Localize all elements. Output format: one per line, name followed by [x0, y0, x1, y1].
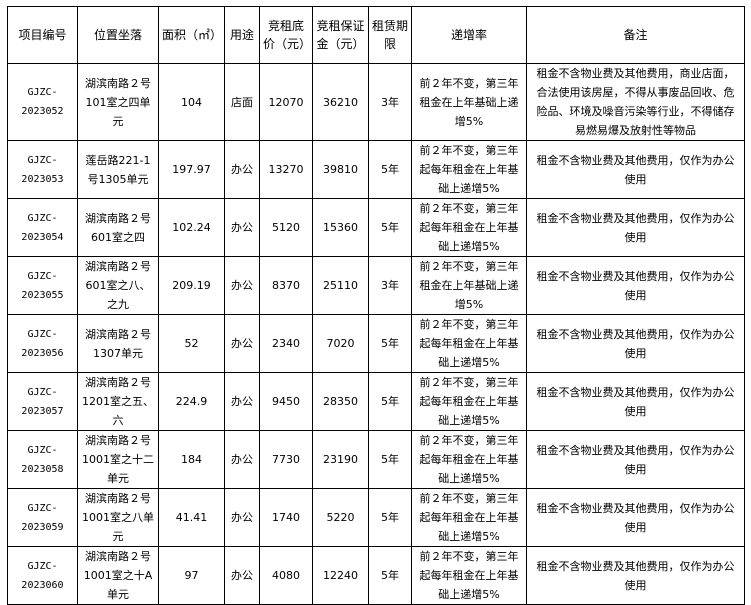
header-project-code: 项目编号 — [7, 6, 78, 64]
project-code-cell: GJZC-2023057 — [7, 372, 78, 431]
location-cell: 湖滨南路２号101室之四单元 — [77, 63, 159, 141]
term-cell: 5年 — [368, 488, 412, 547]
use-cell: 办公 — [224, 256, 260, 315]
location-cell: 湖滨南路２号1001室之八单元 — [77, 488, 159, 547]
project-code-cell: GJZC-2023053 — [7, 140, 78, 199]
area-cell: 197.97 — [158, 140, 225, 199]
increase-rate-cell: 前２年不变，第三年起每年租金在上年基础上递增5% — [411, 488, 527, 547]
header-increase-rate: 递增率 — [411, 6, 527, 64]
header-area: 面积（㎡） — [158, 6, 225, 64]
project-code-cell: GJZC-2023056 — [7, 314, 78, 373]
location-cell: 莲岳路221-1号1305单元 — [77, 140, 159, 199]
term-cell: 3年 — [368, 256, 412, 315]
notes-cell: 租金不含物业费及其他费用，仅作为办公使用 — [526, 488, 745, 547]
notes-cell: 租金不含物业费及其他费用，仅作为办公使用 — [526, 198, 745, 257]
use-cell: 办公 — [224, 372, 260, 431]
increase-rate-cell: 前２年不变，第三年起每年租金在上年基础上递增5% — [411, 140, 527, 199]
area-cell: 102.24 — [158, 198, 225, 257]
table-row: GJZC-2023059 湖滨南路２号1001室之八单元 41.41 办公 1740 52… — [7, 488, 745, 547]
table-row: GJZC-2023057 湖滨南路２号1201室之五、六 224.9 办公 9450 28… — [7, 372, 745, 431]
deposit-cell: 12240 — [312, 546, 369, 605]
term-cell: 5年 — [368, 314, 412, 373]
base-price-cell: 8370 — [259, 256, 313, 315]
project-code-cell: GJZC-2023060 — [7, 546, 78, 605]
base-price-cell: 2340 — [259, 314, 313, 373]
deposit-cell: 23190 — [312, 430, 369, 489]
notes-cell: 租金不含物业费及其他费用，仅作为办公使用 — [526, 314, 745, 373]
notes-cell: 租金不含物业费及其他费用，仅作为办公使用 — [526, 256, 745, 315]
header-deposit: 竞租保证金（元） — [312, 6, 369, 64]
use-cell: 办公 — [224, 198, 260, 257]
term-cell: 5年 — [368, 140, 412, 199]
increase-rate-cell: 前２年不变，第三年租金在上年基础上递增5% — [411, 256, 527, 315]
header-notes: 备注 — [526, 6, 745, 64]
notes-cell: 租金不含物业费及其他费用，商业店面，合法使用该房屋，不得从事废品回收、危险品、环… — [526, 63, 745, 141]
base-price-cell: 1740 — [259, 488, 313, 547]
deposit-cell: 28350 — [312, 372, 369, 431]
table-row: GJZC-2023058 湖滨南路２号1001室之十二单元 184 办公 7730 231… — [7, 430, 745, 489]
area-cell: 184 — [158, 430, 225, 489]
increase-rate-cell: 前２年不变，第三年起每年租金在上年基础上递增5% — [411, 314, 527, 373]
area-cell: 52 — [158, 314, 225, 373]
use-cell: 办公 — [224, 488, 260, 547]
term-cell: 5年 — [368, 198, 412, 257]
location-cell: 湖滨南路２号601室之八、之九 — [77, 256, 159, 315]
deposit-cell: 5220 — [312, 488, 369, 547]
deposit-cell: 7020 — [312, 314, 369, 373]
deposit-cell: 39810 — [312, 140, 369, 199]
table-row: GJZC-2023060 湖滨南路２号1001室之十A单元 97 办公 4080 1224… — [7, 546, 745, 605]
use-cell: 办公 — [224, 314, 260, 373]
term-cell: 5年 — [368, 372, 412, 431]
base-price-cell: 13270 — [259, 140, 313, 199]
use-cell: 办公 — [224, 546, 260, 605]
increase-rate-cell: 前２年不变，第三年起每年租金在上年基础上递增5% — [411, 372, 527, 431]
project-code-cell: GJZC-2023054 — [7, 198, 78, 257]
term-cell: 5年 — [368, 430, 412, 489]
increase-rate-cell: 前２年不变，第三年起每年租金在上年基础上递增5% — [411, 430, 527, 489]
header-base-price: 竞租底价（元） — [259, 6, 313, 64]
base-price-cell: 9450 — [259, 372, 313, 431]
notes-cell: 租金不含物业费及其他费用，仅作为办公使用 — [526, 372, 745, 431]
header-location: 位置坐落 — [77, 6, 159, 64]
use-cell: 办公 — [224, 140, 260, 199]
project-code-cell: GJZC-2023052 — [7, 63, 78, 141]
term-cell: 3年 — [368, 63, 412, 141]
deposit-cell: 36210 — [312, 63, 369, 141]
base-price-cell: 7730 — [259, 430, 313, 489]
lease-table: 项目编号 位置坐落 面积（㎡） 用途 竞租底价（元） 竞租保证金（元） 租赁期限 递增率 备注 … — [7, 6, 745, 605]
base-price-cell: 12070 — [259, 63, 313, 141]
location-cell: 湖滨南路２号1201室之五、六 — [77, 372, 159, 431]
notes-cell: 租金不含物业费及其他费用，仅作为办公使用 — [526, 546, 745, 605]
area-cell: 224.9 — [158, 372, 225, 431]
location-cell: 湖滨南路２号601室之四 — [77, 198, 159, 257]
notes-cell: 租金不含物业费及其他费用，仅作为办公使用 — [526, 140, 745, 199]
project-code-cell: GJZC-2023058 — [7, 430, 78, 489]
table-row: GJZC-2023056 湖滨南路２号1307单元 52 办公 2340 7020 5年 前２… — [7, 314, 745, 373]
table-row: GJZC-2023054 湖滨南路２号601室之四 102.24 办公 5120 1536… — [7, 198, 745, 257]
notes-cell: 租金不含物业费及其他费用，仅作为办公使用 — [526, 430, 745, 489]
use-cell: 办公 — [224, 430, 260, 489]
deposit-cell: 25110 — [312, 256, 369, 315]
increase-rate-cell: 前２年不变，第三年租金在上年基础上递增5% — [411, 63, 527, 141]
table-row: GJZC-2023053 莲岳路221-1号1305单元 197.97 办公 13270… — [7, 140, 745, 199]
base-price-cell: 4080 — [259, 546, 313, 605]
base-price-cell: 5120 — [259, 198, 313, 257]
header-use: 用途 — [224, 6, 260, 64]
table-header-row: 项目编号 位置坐落 面积（㎡） 用途 竞租底价（元） 竞租保证金（元） 租赁期限 递增率 备注 — [7, 6, 745, 64]
table-row: GJZC-2023055 湖滨南路２号601室之八、之九 209.19 办公 8370 2… — [7, 256, 745, 315]
use-cell: 店面 — [224, 63, 260, 141]
location-cell: 湖滨南路２号1001室之十二单元 — [77, 430, 159, 489]
increase-rate-cell: 前２年不变，第三年起每年租金在上年基础上递增5% — [411, 198, 527, 257]
area-cell: 41.41 — [158, 488, 225, 547]
project-code-cell: GJZC-2023059 — [7, 488, 78, 547]
deposit-cell: 15360 — [312, 198, 369, 257]
area-cell: 104 — [158, 63, 225, 141]
area-cell: 209.19 — [158, 256, 225, 315]
table-row: GJZC-2023052 湖滨南路２号101室之四单元 104 店面 12070 3621… — [7, 63, 745, 141]
project-code-cell: GJZC-2023055 — [7, 256, 78, 315]
header-term: 租赁期限 — [368, 6, 412, 64]
location-cell: 湖滨南路２号1307单元 — [77, 314, 159, 373]
